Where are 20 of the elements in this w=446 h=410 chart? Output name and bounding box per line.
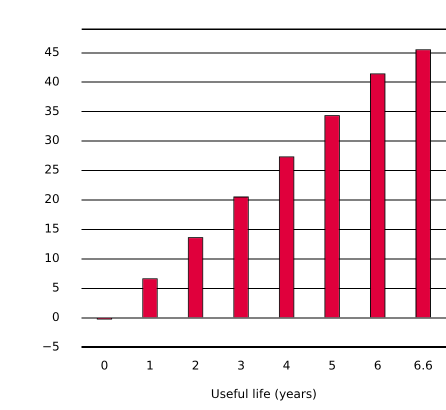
x-tick-label: 2 <box>192 358 200 373</box>
y-tick-label: 15 <box>44 222 60 236</box>
x-tick-label: 6 <box>374 358 382 373</box>
x-tick-label: 1 <box>146 358 154 373</box>
x-tick-label: 6.6 <box>414 358 433 373</box>
y-tick-label: 30 <box>44 133 60 148</box>
y-tick-label: 45 <box>44 44 60 59</box>
y-tick-label: 10 <box>44 250 60 265</box>
y-tick-label: 0 <box>52 310 60 324</box>
x-tick-label: 5 <box>328 358 336 373</box>
y-tick-label: 40 <box>44 74 60 88</box>
y-tick-label: 5 <box>52 280 60 294</box>
x-axis-title: Useful life (years) <box>210 386 317 401</box>
x-tick-label: 0 <box>100 358 108 373</box>
x-tick-label: 3 <box>237 358 245 373</box>
y-tick-label: −5 <box>42 339 60 354</box>
y-tick-label: 25 <box>44 162 60 177</box>
x-tick-label: 4 <box>282 358 290 373</box>
y-tick-label: 20 <box>44 192 60 206</box>
y-tick-label: 35 <box>44 104 60 118</box>
